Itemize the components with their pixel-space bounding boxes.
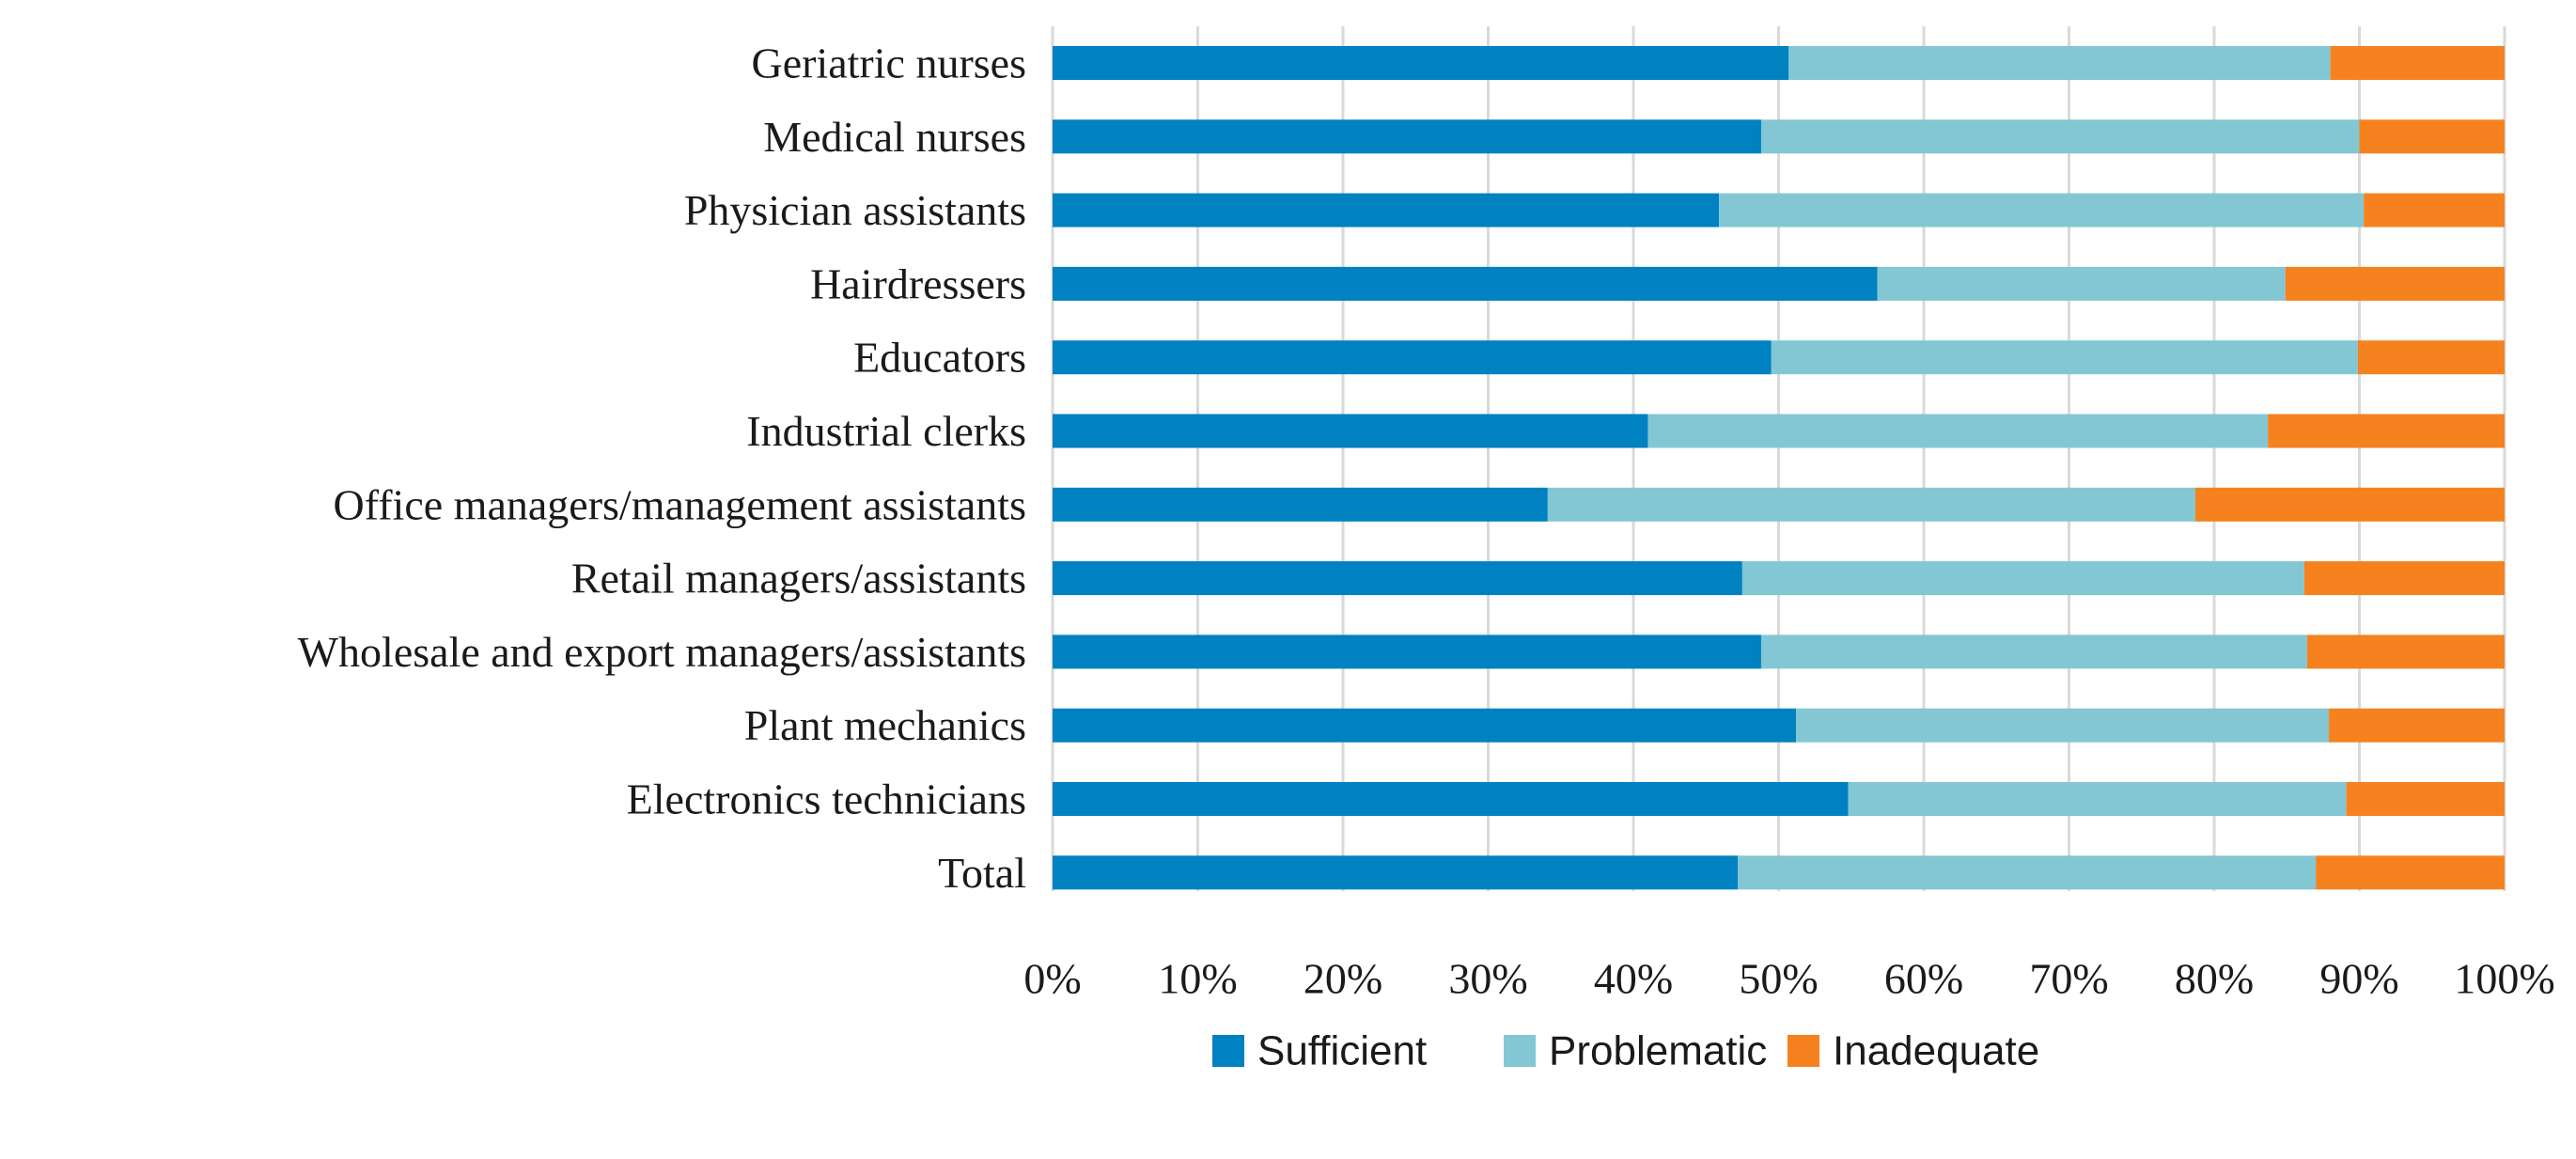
category-label: Industrial clerks	[746, 407, 1026, 455]
bar-segment-inadequate	[2268, 414, 2505, 448]
legend-item-inadequate: Inadequate	[1788, 1028, 2039, 1074]
category-label: Medical nurses	[763, 113, 1026, 161]
x-axis-tick-labels: 0% 10% 20% 30% 40% 50% 60% 70% 80% 90% 100%	[1023, 955, 2554, 1003]
legend-item-sufficient: Sufficient	[1212, 1028, 1427, 1074]
bar-segment-problematic	[1760, 119, 2360, 154]
bar-segment-sufficient	[1053, 561, 1742, 596]
bar-segment-sufficient	[1053, 414, 1648, 448]
bar-segment-problematic	[1741, 561, 2304, 596]
legend-item-problematic: Problematic	[1504, 1028, 1767, 1074]
bar-segment-sufficient	[1053, 119, 1761, 154]
bar-segment-inadequate	[2194, 487, 2505, 522]
legend: Sufficient Problematic Inadequate	[1212, 1028, 2039, 1074]
category-label: Total	[938, 849, 1026, 897]
bar-segment-problematic	[1719, 193, 2365, 227]
gridlines	[1051, 26, 2506, 891]
bar-row	[1053, 561, 2505, 596]
bar-segment-inadequate	[2364, 193, 2505, 227]
bar-segment-problematic	[1848, 782, 2347, 816]
x-tick-label: 60%	[1884, 955, 1963, 1003]
bars	[1053, 46, 2505, 890]
bar-segment-problematic	[1771, 340, 2358, 375]
bar-segment-problematic	[1647, 414, 2269, 448]
bar-segment-inadequate	[2346, 782, 2505, 816]
x-tick-label: 30%	[1448, 955, 1527, 1003]
bar-segment-sufficient	[1053, 193, 1720, 227]
bar-segment-problematic	[1796, 708, 2330, 743]
legend-label: Inadequate	[1833, 1028, 2039, 1074]
category-label: Educators	[853, 334, 1026, 382]
legend-swatch	[1788, 1035, 1819, 1067]
bar-segment-sufficient	[1053, 782, 1849, 816]
bar-row	[1053, 266, 2505, 301]
x-tick-label: 70%	[2029, 955, 2108, 1003]
bar-row	[1053, 855, 2505, 890]
bar-segment-inadequate	[2316, 855, 2505, 890]
category-label: Electronics technicians	[627, 775, 1026, 823]
x-tick-label: 80%	[2175, 955, 2254, 1003]
bar-segment-sufficient	[1053, 46, 1789, 80]
category-labels: Geriatric nurses Medical nurses Physician …	[298, 39, 1026, 897]
x-tick-label: 100%	[2454, 955, 2554, 1003]
x-tick-label: 20%	[1304, 955, 1382, 1003]
x-tick-label: 90%	[2319, 955, 2398, 1003]
x-tick-label: 10%	[1158, 955, 1237, 1003]
bar-segment-problematic	[1760, 634, 2307, 669]
bar-row	[1053, 193, 2505, 227]
bar-segment-problematic	[1547, 487, 2195, 522]
category-label: Office managers/management assistants	[334, 480, 1026, 528]
bar-segment-sufficient	[1053, 340, 1772, 375]
legend-label: Sufficient	[1257, 1028, 1427, 1074]
bar-row	[1053, 46, 2505, 80]
category-label: Hairdressers	[810, 259, 1026, 307]
legend-swatch	[1504, 1035, 1536, 1067]
bar-row	[1053, 634, 2505, 669]
bar-segment-sufficient	[1053, 487, 1548, 522]
bar-row	[1053, 340, 2505, 375]
category-label: Geriatric nurses	[752, 39, 1027, 87]
category-label: Retail managers/assistants	[571, 555, 1026, 603]
bar-row	[1053, 782, 2505, 816]
bar-segment-inadequate	[2285, 266, 2505, 301]
bar-segment-sufficient	[1053, 266, 1878, 301]
bar-segment-inadequate	[2303, 561, 2505, 596]
x-tick-label: 0%	[1023, 955, 1081, 1003]
bar-row	[1053, 708, 2505, 743]
category-label: Physician assistants	[684, 186, 1026, 234]
bar-segment-inadequate	[2330, 46, 2505, 80]
bar-row	[1053, 487, 2505, 522]
bar-segment-inadequate	[2306, 634, 2505, 669]
x-tick-label: 40%	[1594, 955, 1673, 1003]
category-label: Plant mechanics	[744, 701, 1026, 749]
category-label: Wholesale and export managers/assistants	[298, 628, 1026, 676]
bar-segment-inadequate	[2329, 708, 2505, 743]
bar-segment-problematic	[1738, 855, 2317, 890]
bar-row	[1053, 119, 2505, 154]
bar-segment-problematic	[1877, 266, 2286, 301]
x-tick-label: 50%	[1739, 955, 1818, 1003]
bar-row	[1053, 414, 2505, 448]
bar-segment-sufficient	[1053, 634, 1761, 669]
legend-swatch	[1212, 1035, 1244, 1067]
bar-segment-inadequate	[2357, 340, 2505, 375]
legend-label: Problematic	[1549, 1028, 1767, 1074]
bar-segment-inadequate	[2359, 119, 2505, 154]
bar-segment-sufficient	[1053, 708, 1797, 743]
bar-segment-problematic	[1788, 46, 2331, 80]
bar-segment-sufficient	[1053, 855, 1739, 890]
